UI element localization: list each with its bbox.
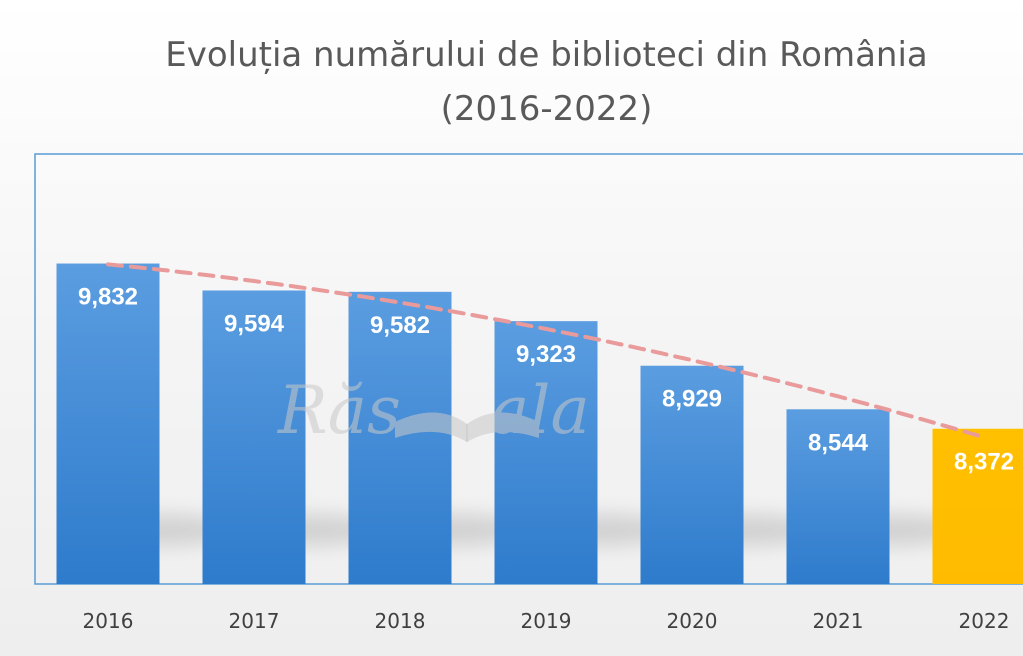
bar-2020 bbox=[640, 365, 744, 584]
data-label-2016: 9,832 bbox=[78, 284, 138, 311]
bar-2021 bbox=[786, 409, 890, 584]
trendline-path bbox=[106, 262, 986, 440]
x-tick-label-2017: 2017 bbox=[229, 609, 280, 633]
chart-title: Evoluția numărului de biblioteci din Rom… bbox=[0, 28, 1023, 136]
bar-2018 bbox=[348, 291, 452, 584]
chart-subtitle: (2016-2022) bbox=[440, 89, 653, 129]
data-label-2019: 9,323 bbox=[516, 341, 576, 368]
x-tick-label-2019: 2019 bbox=[521, 609, 572, 633]
x-tick-label-2016: 2016 bbox=[83, 609, 134, 633]
bar-2022 bbox=[932, 428, 1023, 584]
data-label-2017: 9,594 bbox=[224, 310, 285, 337]
data-label-2018: 9,582 bbox=[370, 312, 430, 339]
watermark-text-left: Răs bbox=[277, 372, 401, 449]
x-tick-label-2020: 2020 bbox=[667, 609, 718, 633]
bar-2017 bbox=[202, 290, 306, 584]
watermark: Răs ala bbox=[277, 372, 590, 449]
data-label-2022: 8,372 bbox=[954, 449, 1014, 476]
trendline bbox=[106, 262, 986, 440]
watermark-text-right: ala bbox=[490, 372, 590, 449]
open-book-icon bbox=[395, 412, 539, 442]
x-tick-label-2021: 2021 bbox=[813, 609, 864, 633]
bars: 9,832 9,594 9,582 9,323 8,929 8,544 8,372 bbox=[56, 263, 1023, 584]
data-label-2020: 8,929 bbox=[662, 386, 722, 413]
chart-title-main: Evoluția numărului de biblioteci din Rom… bbox=[165, 35, 928, 75]
x-tick-label-2022: 2022 bbox=[959, 609, 1010, 633]
bar-2016 bbox=[56, 263, 160, 584]
x-tick-label-2018: 2018 bbox=[375, 609, 426, 633]
bar-2019 bbox=[494, 321, 598, 584]
x-axis-labels: 2016 2017 2018 2019 2020 2021 2022 bbox=[83, 609, 1010, 633]
data-label-2021: 8,544 bbox=[808, 429, 869, 456]
